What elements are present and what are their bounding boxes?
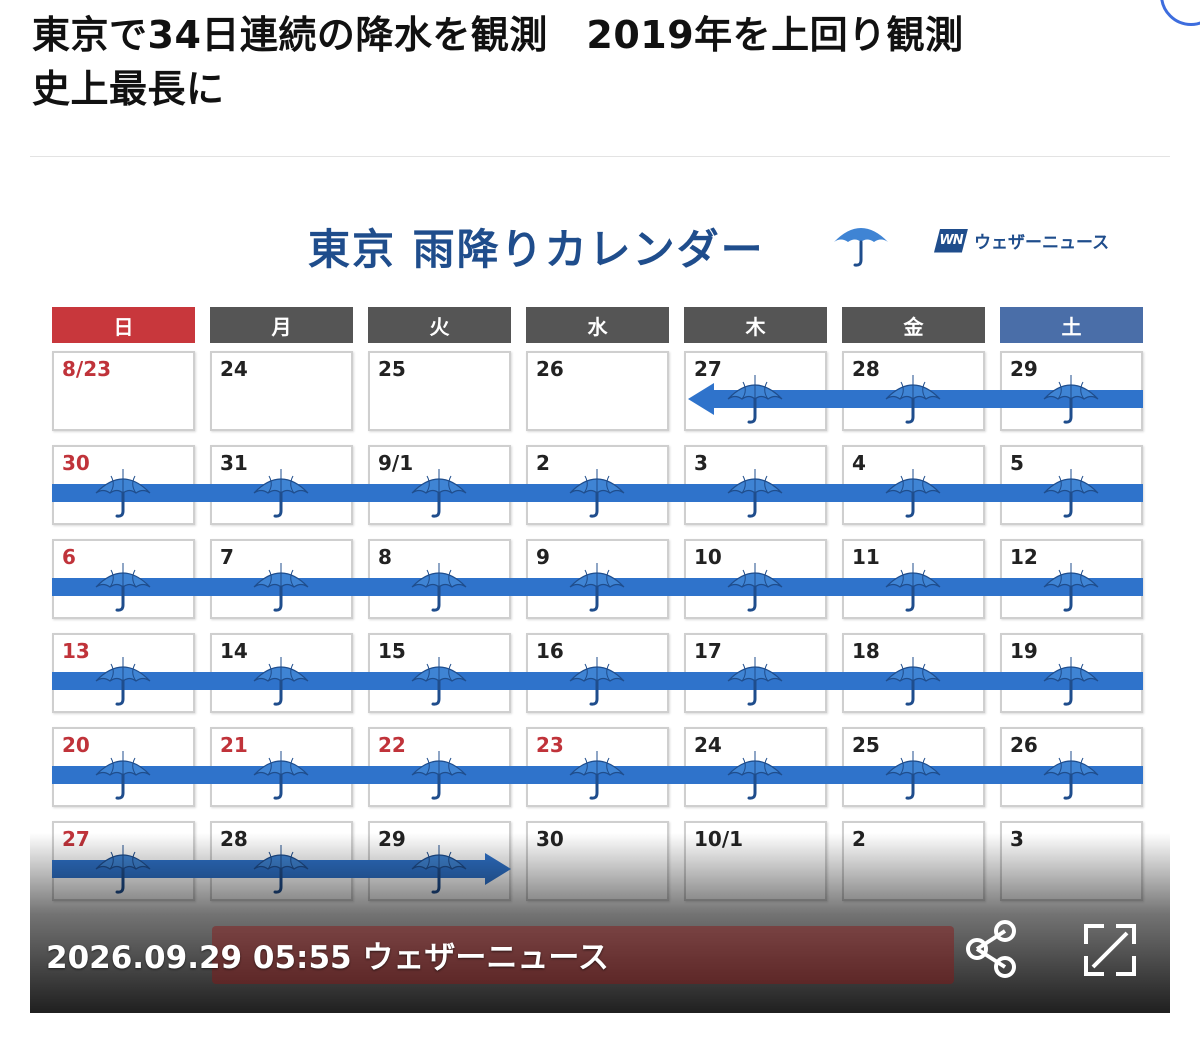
timestamp: 2026.09.29 05:55 [46, 940, 352, 976]
weathernews-logo: WN ウェザーニュース [934, 228, 1109, 253]
article-headline: 東京で34日連続の降水を観測 2019年を上回り観測 史上最長に [32, 8, 1162, 116]
headline-line-2: 史上最長に [32, 67, 225, 111]
day-number: 27 [694, 357, 722, 381]
umbrella-icon [727, 657, 783, 706]
day-number: 7 [220, 545, 234, 569]
day-number: 26 [536, 357, 564, 381]
image-shade [30, 833, 1170, 1013]
umbrella-icon [569, 657, 625, 706]
day-number: 11 [852, 545, 880, 569]
umbrella-icon [1043, 751, 1099, 800]
umbrella-icon [95, 469, 151, 518]
image-meta: 2026.09.29 05:55 ウェザーニュース [46, 932, 609, 977]
source-name: ウェザーニュース [362, 940, 609, 976]
day-number: 25 [378, 357, 406, 381]
day-number: 22 [378, 733, 406, 757]
day-number: 6 [62, 545, 76, 569]
image-caption-strip [212, 926, 954, 984]
weekday-header: 水 [526, 307, 669, 343]
umbrella-icon [253, 657, 309, 706]
divider [30, 156, 1170, 157]
umbrella-icon [95, 563, 151, 612]
umbrella-icon [569, 469, 625, 518]
day-number: 31 [220, 451, 248, 475]
day-number: 12 [1010, 545, 1038, 569]
day-number: 29 [1010, 357, 1038, 381]
day-number: 24 [694, 733, 722, 757]
umbrella-icon [885, 563, 941, 612]
day-number: 9 [536, 545, 550, 569]
day-number: 18 [852, 639, 880, 663]
day-number: 21 [220, 733, 248, 757]
day-number: 3 [694, 451, 708, 475]
umbrella-icon [1043, 563, 1099, 612]
rain-band [714, 390, 1143, 408]
umbrella-icon [569, 563, 625, 612]
umbrella-icon [253, 563, 309, 612]
umbrella-icon [727, 469, 783, 518]
day-number: 9/1 [378, 451, 414, 475]
umbrella-icon [1043, 657, 1099, 706]
day-number: 25 [852, 733, 880, 757]
day-number: 8 [378, 545, 392, 569]
day-number: 24 [220, 357, 248, 381]
day-number: 26 [1010, 733, 1038, 757]
calendar-day: 24 [210, 351, 353, 431]
umbrella-icon [411, 751, 467, 800]
day-number: 19 [1010, 639, 1038, 663]
weekday-header: 月 [210, 307, 353, 343]
day-number: 20 [62, 733, 90, 757]
rain-band-arrow-start [688, 383, 714, 415]
umbrella-icon [411, 469, 467, 518]
weekday-header: 土 [1000, 307, 1143, 343]
calendar-title: 東京 雨降りカレンダー [308, 225, 765, 274]
umbrella-icon [411, 657, 467, 706]
expand-icon[interactable] [1080, 920, 1140, 980]
umbrella-icon [253, 751, 309, 800]
umbrella-icon [727, 375, 783, 424]
umbrella-icon [1043, 469, 1099, 518]
umbrella-icon [885, 657, 941, 706]
day-number: 14 [220, 639, 248, 663]
day-number: 10 [694, 545, 722, 569]
day-number: 28 [852, 357, 880, 381]
corner-badge [1160, 0, 1200, 26]
umbrella-icon [885, 375, 941, 424]
weekday-header: 金 [842, 307, 985, 343]
umbrella-icon [95, 751, 151, 800]
headline-line-1: 東京で34日連続の降水を観測 2019年を上回り観測 [32, 13, 964, 57]
share-icon[interactable] [960, 916, 1022, 982]
umbrella-icon [885, 751, 941, 800]
umbrella-icon [885, 469, 941, 518]
wn-logo-text: ウェザーニュース [974, 233, 1110, 253]
umbrella-icon [569, 751, 625, 800]
weekday-header: 木 [684, 307, 827, 343]
article-image[interactable]: 東京 雨降りカレンダー WN ウェザーニュース 日月火水木金土 8/23 24 25… [30, 178, 1170, 1013]
day-number: 16 [536, 639, 564, 663]
day-number: 17 [694, 639, 722, 663]
day-number: 15 [378, 639, 406, 663]
umbrella-icon [834, 228, 888, 267]
wn-logo-mark: WN [934, 228, 968, 253]
umbrella-icon [1043, 375, 1099, 424]
calendar-day: 26 [526, 351, 669, 431]
day-number: 5 [1010, 451, 1024, 475]
day-number: 8/23 [62, 357, 112, 381]
umbrella-icon [727, 563, 783, 612]
umbrella-icon [95, 657, 151, 706]
umbrella-icon [411, 563, 467, 612]
umbrella-icon [253, 469, 309, 518]
day-number: 2 [536, 451, 550, 475]
calendar-day: 8/23 [52, 351, 195, 431]
weekday-header: 火 [368, 307, 511, 343]
day-number: 23 [536, 733, 564, 757]
umbrella-icon [727, 751, 783, 800]
day-number: 4 [852, 451, 866, 475]
day-number: 13 [62, 639, 90, 663]
day-number: 30 [62, 451, 90, 475]
calendar-day: 25 [368, 351, 511, 431]
weekday-header: 日 [52, 307, 195, 343]
